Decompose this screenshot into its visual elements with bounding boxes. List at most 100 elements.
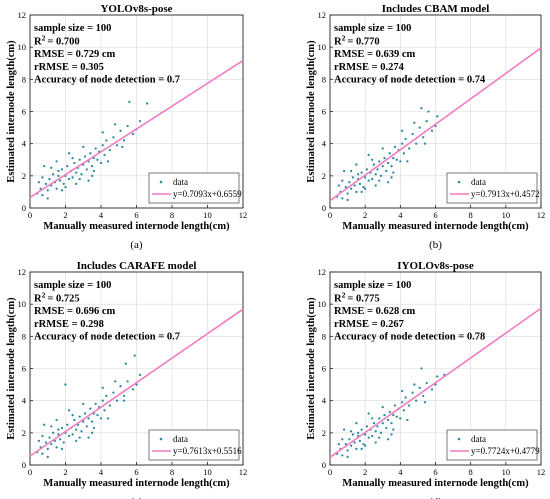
stat-accuracy: Accuracy of node detection = 0.7	[34, 74, 180, 85]
x-axis-label: Manually measured internode length(cm)	[43, 221, 230, 232]
data-point	[92, 169, 96, 173]
x-tick-label: 0	[28, 210, 32, 220]
y-tick-label: 4	[322, 396, 327, 406]
fit-line	[329, 47, 542, 202]
x-tick-label: 8	[469, 210, 473, 220]
legend-fit-label: y=0.7093x+0.6559	[173, 189, 242, 199]
data-point	[83, 412, 87, 415]
x-tick-label: 4	[398, 467, 403, 477]
y-tick-label: 4	[22, 396, 27, 406]
data-point	[57, 169, 60, 173]
data-point	[99, 417, 103, 420]
x-tick-label: 2	[363, 467, 367, 477]
legend-box	[446, 172, 538, 204]
data-point	[337, 442, 340, 446]
legend-fit-label: y=0.7913x+0.4572	[471, 189, 540, 199]
data-point	[395, 415, 398, 418]
x-tick-label: 8	[469, 467, 473, 477]
x-tick-label: 12	[537, 467, 546, 477]
data-point	[64, 383, 67, 386]
data-point	[90, 174, 94, 177]
panel-label: (d)	[429, 496, 442, 499]
data-point	[346, 192, 349, 195]
data-point	[386, 161, 390, 165]
data-point	[71, 413, 74, 417]
data-point	[101, 386, 104, 389]
data-point	[390, 433, 393, 436]
legend-box	[148, 429, 240, 461]
data-point	[37, 439, 41, 443]
data-point	[341, 197, 344, 200]
y-tick-label: 4	[22, 139, 27, 149]
stat-rrmse: rRMSE = 0.298	[34, 319, 104, 330]
data-point	[422, 394, 425, 397]
y-tick-label: 6	[322, 107, 326, 117]
data-point	[78, 158, 81, 161]
x-tick-label: 10	[203, 467, 212, 477]
stat-rmse: RMSE = 0.696 cm	[34, 306, 115, 317]
data-point	[407, 404, 411, 407]
data-point	[138, 373, 142, 377]
data-point	[381, 405, 384, 409]
data-point	[60, 189, 64, 192]
y-axis-label: Estimated internode length(cm)	[306, 297, 317, 440]
data-point	[348, 438, 351, 441]
data-point	[358, 182, 362, 186]
x-tick-label: 12	[239, 210, 248, 220]
data-point	[119, 129, 122, 132]
y-tick-label: 12	[318, 10, 327, 20]
data-point	[57, 174, 60, 177]
y-tick-label: 6	[22, 107, 26, 117]
data-point	[55, 418, 58, 422]
legend-fit-label: y=0.7613x+0.5516	[173, 446, 242, 456]
y-tick-label: 12	[18, 10, 27, 20]
stat-sample-size: sample size = 100	[334, 280, 411, 291]
data-point	[46, 455, 49, 459]
y-tick-label: 0	[322, 203, 326, 213]
data-point	[37, 181, 41, 184]
data-point	[39, 187, 42, 190]
data-point	[50, 442, 53, 446]
data-point	[90, 431, 94, 434]
data-point	[101, 399, 104, 402]
x-tick-label: 6	[134, 467, 138, 477]
data-point	[85, 168, 88, 171]
data-point	[392, 156, 395, 160]
data-point	[67, 177, 71, 181]
data-point	[388, 152, 391, 155]
data-point	[399, 417, 402, 420]
data-point	[349, 430, 353, 433]
panel-label: (c)	[130, 496, 143, 499]
data-point	[344, 442, 347, 446]
data-point	[71, 156, 74, 160]
data-point	[82, 145, 85, 149]
data-point	[96, 158, 99, 161]
data-point	[106, 417, 110, 420]
data-point	[105, 139, 108, 142]
data-point	[87, 436, 90, 439]
data-point	[90, 420, 94, 423]
data-point	[367, 179, 370, 182]
fit-line	[29, 59, 244, 199]
data-point	[78, 177, 81, 181]
data-point	[353, 184, 356, 187]
data-point	[386, 438, 390, 441]
data-point	[138, 120, 142, 123]
data-point	[44, 182, 48, 186]
y-tick-label: 2	[22, 428, 26, 438]
stat-r2-value: = 0.700	[47, 37, 79, 48]
y-tick-label: 10	[18, 299, 27, 309]
data-point	[43, 423, 46, 426]
stat-r2-prefix: R	[334, 294, 342, 305]
data-point	[422, 136, 425, 139]
data-point	[351, 176, 355, 179]
data-point	[75, 439, 78, 443]
data-point	[365, 168, 369, 171]
data-point	[355, 447, 358, 451]
data-point	[121, 145, 124, 149]
data-point	[73, 418, 76, 422]
data-point	[80, 173, 83, 176]
data-point	[367, 436, 370, 439]
data-point	[342, 169, 346, 173]
y-tick-label: 0	[322, 460, 326, 470]
